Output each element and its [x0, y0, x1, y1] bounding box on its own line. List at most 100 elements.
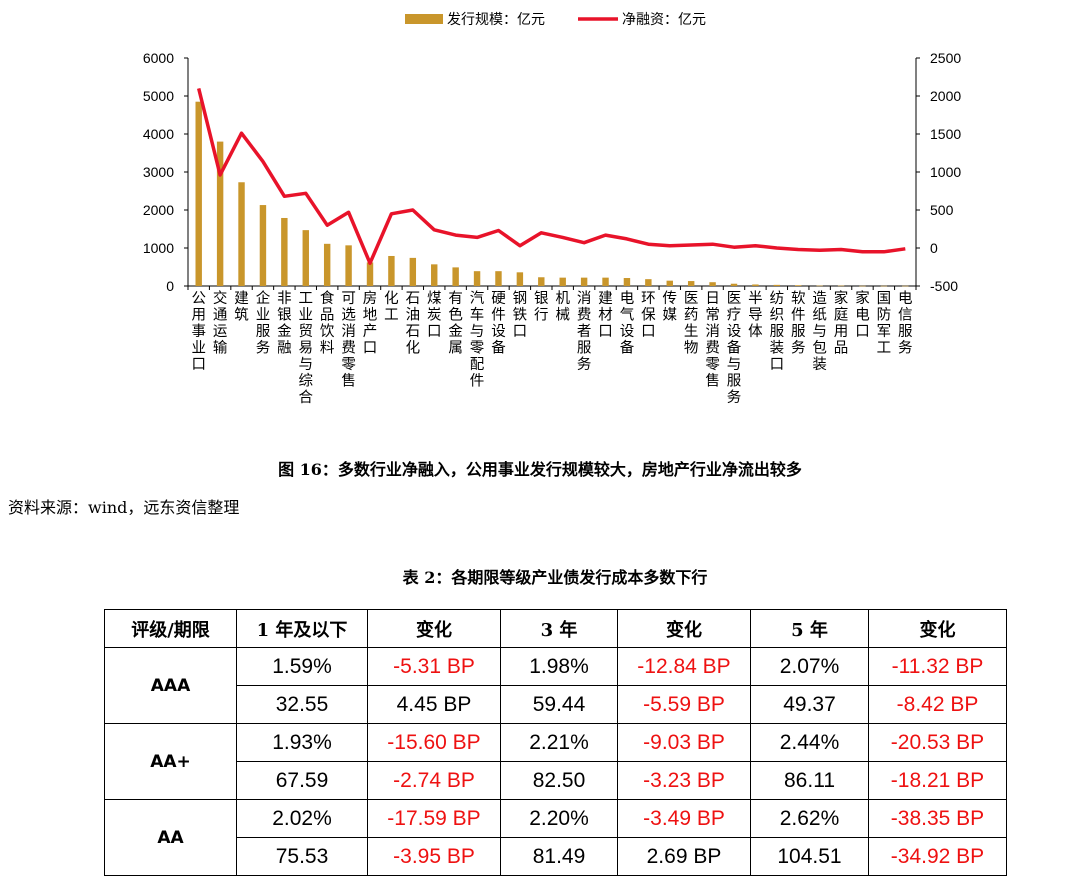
category-char: 口 — [641, 324, 656, 340]
category-char: 气 — [620, 307, 635, 324]
bar — [516, 272, 524, 286]
bar — [259, 205, 267, 286]
category-label: 机械 — [555, 290, 570, 324]
category-char: 易 — [299, 341, 314, 357]
table-row: AA 2.02% -17.59 BP 2.20% -3.49 BP 2.62% -38.35… — [104, 799, 1007, 876]
bar — [366, 262, 374, 286]
table-cell: -9.03 BP — [617, 723, 751, 762]
category-char: 金 — [448, 323, 463, 340]
category-char: 军 — [877, 324, 892, 340]
category-char: 械 — [555, 307, 570, 324]
category-char: 信 — [898, 307, 913, 324]
category-char: 费 — [341, 340, 356, 357]
category-char: 服 — [256, 324, 271, 340]
table-cell: 1.98% — [500, 647, 618, 686]
y-right-tick-label: 1500 — [930, 126, 961, 142]
bar — [580, 277, 588, 286]
category-char: 机 — [555, 290, 570, 307]
y-right-tick-label: 500 — [930, 202, 954, 218]
y-right-tick-label: 1000 — [930, 164, 961, 180]
category-char: 非 — [277, 290, 292, 307]
table-cell: 81.49 — [500, 837, 618, 876]
category-char: 备 — [620, 340, 635, 357]
table-cell: -20.53 BP — [868, 723, 1007, 762]
table-cell: 86.11 — [750, 761, 869, 800]
category-char: 金 — [277, 323, 292, 340]
table-cell: -3.23 BP — [617, 761, 751, 800]
legend-label-line: 净融资：亿元 — [622, 12, 706, 28]
category-char: 硬 — [491, 291, 506, 307]
bar — [730, 283, 738, 286]
industry-issuance-chart: 发行规模：亿元 净融资：亿元 0100020003000400050006000-… — [143, 12, 962, 406]
category-char: 建 — [234, 290, 249, 307]
bar — [602, 277, 609, 286]
table-cell: 2.62% — [750, 799, 869, 838]
bar — [880, 285, 888, 287]
table-cell: -12.84 BP — [617, 647, 751, 686]
category-char: 口 — [513, 324, 528, 340]
bar — [431, 264, 438, 286]
table-cell: 75.53 — [236, 837, 368, 876]
category-char: 地 — [363, 307, 378, 324]
category-char: 色 — [448, 307, 463, 324]
category-label: 化工 — [384, 290, 399, 324]
category-char: 电 — [620, 290, 635, 307]
rating-cell: AA — [104, 799, 237, 876]
category-char: 业 — [299, 307, 314, 324]
chart-legend: 发行规模：亿元 净融资：亿元 — [405, 12, 706, 28]
category-char: 油 — [406, 307, 421, 324]
category-char: 口 — [363, 341, 378, 357]
category-char: 与 — [470, 323, 485, 340]
category-char: 煤 — [427, 290, 442, 307]
category-char: 务 — [791, 340, 806, 357]
category-char: 公 — [191, 291, 206, 307]
category-char: 零 — [341, 357, 356, 373]
cost-table: 评级/期限 1 年及以下 变化 3 年变化 5 年变化 AAA 1.59% -5.31 BP… — [104, 609, 1007, 876]
category-char: 工 — [299, 291, 314, 307]
category-char: 产 — [363, 323, 378, 340]
bar — [859, 285, 866, 287]
y-left-tick-label: 1000 — [143, 240, 174, 256]
category-char: 电 — [898, 290, 913, 307]
table-cell: 104.51 — [750, 837, 869, 876]
category-char: 用 — [834, 324, 849, 340]
table-cell: -11.32 BP — [868, 647, 1007, 686]
bar — [452, 267, 459, 286]
table-caption: 表 2：各期限等级产业债发行成本多数下行 — [402, 568, 708, 587]
category-char: 务 — [898, 340, 913, 357]
table-header-cell: 变化 — [367, 609, 501, 648]
bar — [538, 277, 545, 286]
category-char: 常 — [705, 307, 720, 324]
table-cell: 59.44 — [500, 685, 618, 724]
category-char: 综 — [299, 373, 314, 390]
table-header-cell: 5 年 — [750, 609, 869, 648]
category-char: 者 — [577, 323, 592, 340]
category-char: 与 — [299, 356, 314, 373]
category-char: 家 — [834, 290, 849, 307]
category-char: 口 — [427, 324, 442, 340]
category-char: 交 — [213, 289, 228, 307]
category-char: 庭 — [834, 307, 849, 324]
bar — [281, 217, 288, 286]
category-char: 与 — [727, 356, 742, 373]
category-char: 务 — [727, 389, 742, 406]
category-char: 服 — [770, 324, 785, 340]
table-header-cell: 评级/期限 — [104, 609, 237, 648]
table-cell: 2.21% — [500, 723, 618, 762]
category-char: 服 — [577, 341, 592, 357]
category-label: 煤炭口 — [427, 290, 442, 340]
y-left-tick-label: 4000 — [143, 126, 174, 142]
category-char: 饮 — [320, 323, 335, 340]
bar — [409, 257, 417, 286]
category-char: 装 — [812, 356, 827, 373]
bar-series — [195, 101, 909, 287]
rating-cell: AAA — [104, 647, 237, 724]
category-char: 企 — [256, 289, 271, 307]
